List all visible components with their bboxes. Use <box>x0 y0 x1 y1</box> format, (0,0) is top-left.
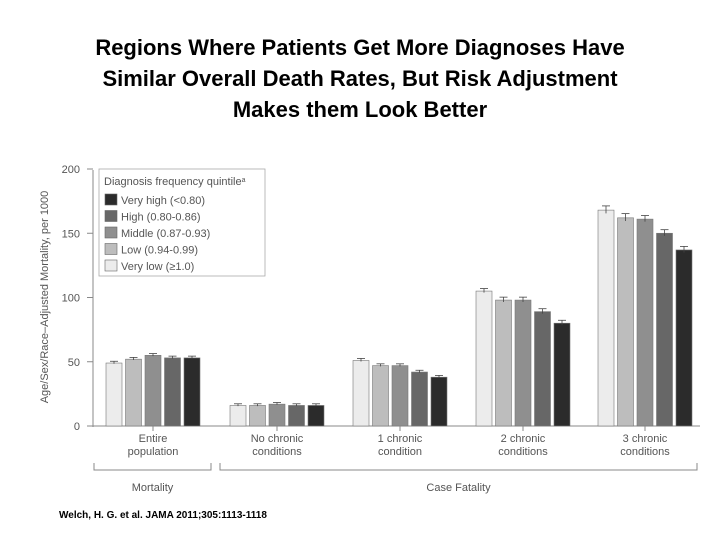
group-brackets: Mortality Case Fatality <box>93 463 698 494</box>
group-label: Mortality <box>132 482 174 494</box>
x-tick-label: 2 chronic <box>501 433 546 445</box>
bar <box>352 360 370 427</box>
bar <box>675 249 693 427</box>
bar <box>183 357 201 427</box>
bar <box>656 232 673 427</box>
x-tick-label: 3 chronic <box>623 433 668 445</box>
legend-label: Very high (<0.80) <box>121 195 205 207</box>
legend-swatch <box>104 243 118 255</box>
bar <box>288 405 305 427</box>
bar <box>636 218 654 427</box>
x-tick-label: conditions <box>252 446 302 458</box>
bar <box>164 357 181 427</box>
x-tick-label: condition <box>378 446 422 458</box>
group-label: Case Fatality <box>426 482 491 494</box>
bar <box>372 365 389 427</box>
y-tick-label: 100 <box>62 293 80 305</box>
title-line-1: Regions Where Patients Get More Diagnose… <box>95 35 625 60</box>
bar <box>553 322 571 427</box>
x-tick-label: conditions <box>498 446 548 458</box>
bar <box>391 365 409 427</box>
x-tick-label: conditions <box>620 446 670 458</box>
y-tick-label: 150 <box>62 228 80 240</box>
legend-box <box>98 168 266 277</box>
legend-swatch <box>104 210 118 222</box>
legend-swatch <box>104 226 118 239</box>
y-tick-label: 200 <box>62 164 80 176</box>
bar <box>307 405 325 427</box>
x-tick-label: Entire <box>139 433 168 445</box>
y-tick-label: 50 <box>68 357 80 369</box>
bar <box>125 358 142 427</box>
bar <box>411 371 428 427</box>
slide-title: Regions Where Patients Get More Diagnose… <box>0 32 720 125</box>
group-bracket <box>219 463 698 471</box>
bar <box>268 403 286 427</box>
y-tick-label: 0 <box>74 421 80 433</box>
legend-swatch <box>104 259 118 272</box>
legend-label: Very low (≥1.0) <box>121 261 194 273</box>
legend-title: Diagnosis frequency quintilea <box>104 176 246 188</box>
title-line-3: Makes them Look Better <box>232 97 488 122</box>
legend: Diagnosis frequency quintilea Very high (… <box>98 168 266 277</box>
y-axis-label: Age/Sex/Race–Adjusted Mortality, per 100… <box>39 191 51 404</box>
bar <box>514 299 532 427</box>
x-tick-label: 1 chronic <box>378 433 423 445</box>
bar <box>249 405 266 427</box>
bar <box>495 299 512 427</box>
legend-title-superscript: a <box>242 177 246 184</box>
x-tick-label: population <box>128 446 179 458</box>
citation: Welch, H. G. et al. JAMA 2011;305:1113-1… <box>59 510 267 521</box>
bar <box>597 209 615 427</box>
x-tick-label: No chronic <box>251 433 304 445</box>
bar <box>430 376 448 427</box>
bar <box>144 355 162 427</box>
y-ticks: 0 50 100 150 200 <box>62 164 93 433</box>
bar <box>229 405 247 427</box>
legend-swatch <box>104 193 118 206</box>
legend-label: Low (0.94-0.99) <box>121 245 198 257</box>
group-bracket <box>93 463 212 471</box>
legend-label: Middle (0.87-0.93) <box>121 228 210 240</box>
bar <box>534 311 551 427</box>
bar <box>475 290 493 427</box>
bars <box>105 205 693 427</box>
title-line-2: Similar Overall Death Rates, But Risk Ad… <box>102 66 618 91</box>
legend-label: High (0.80-0.86) <box>121 212 201 224</box>
bar <box>105 362 123 427</box>
bar <box>617 217 634 427</box>
